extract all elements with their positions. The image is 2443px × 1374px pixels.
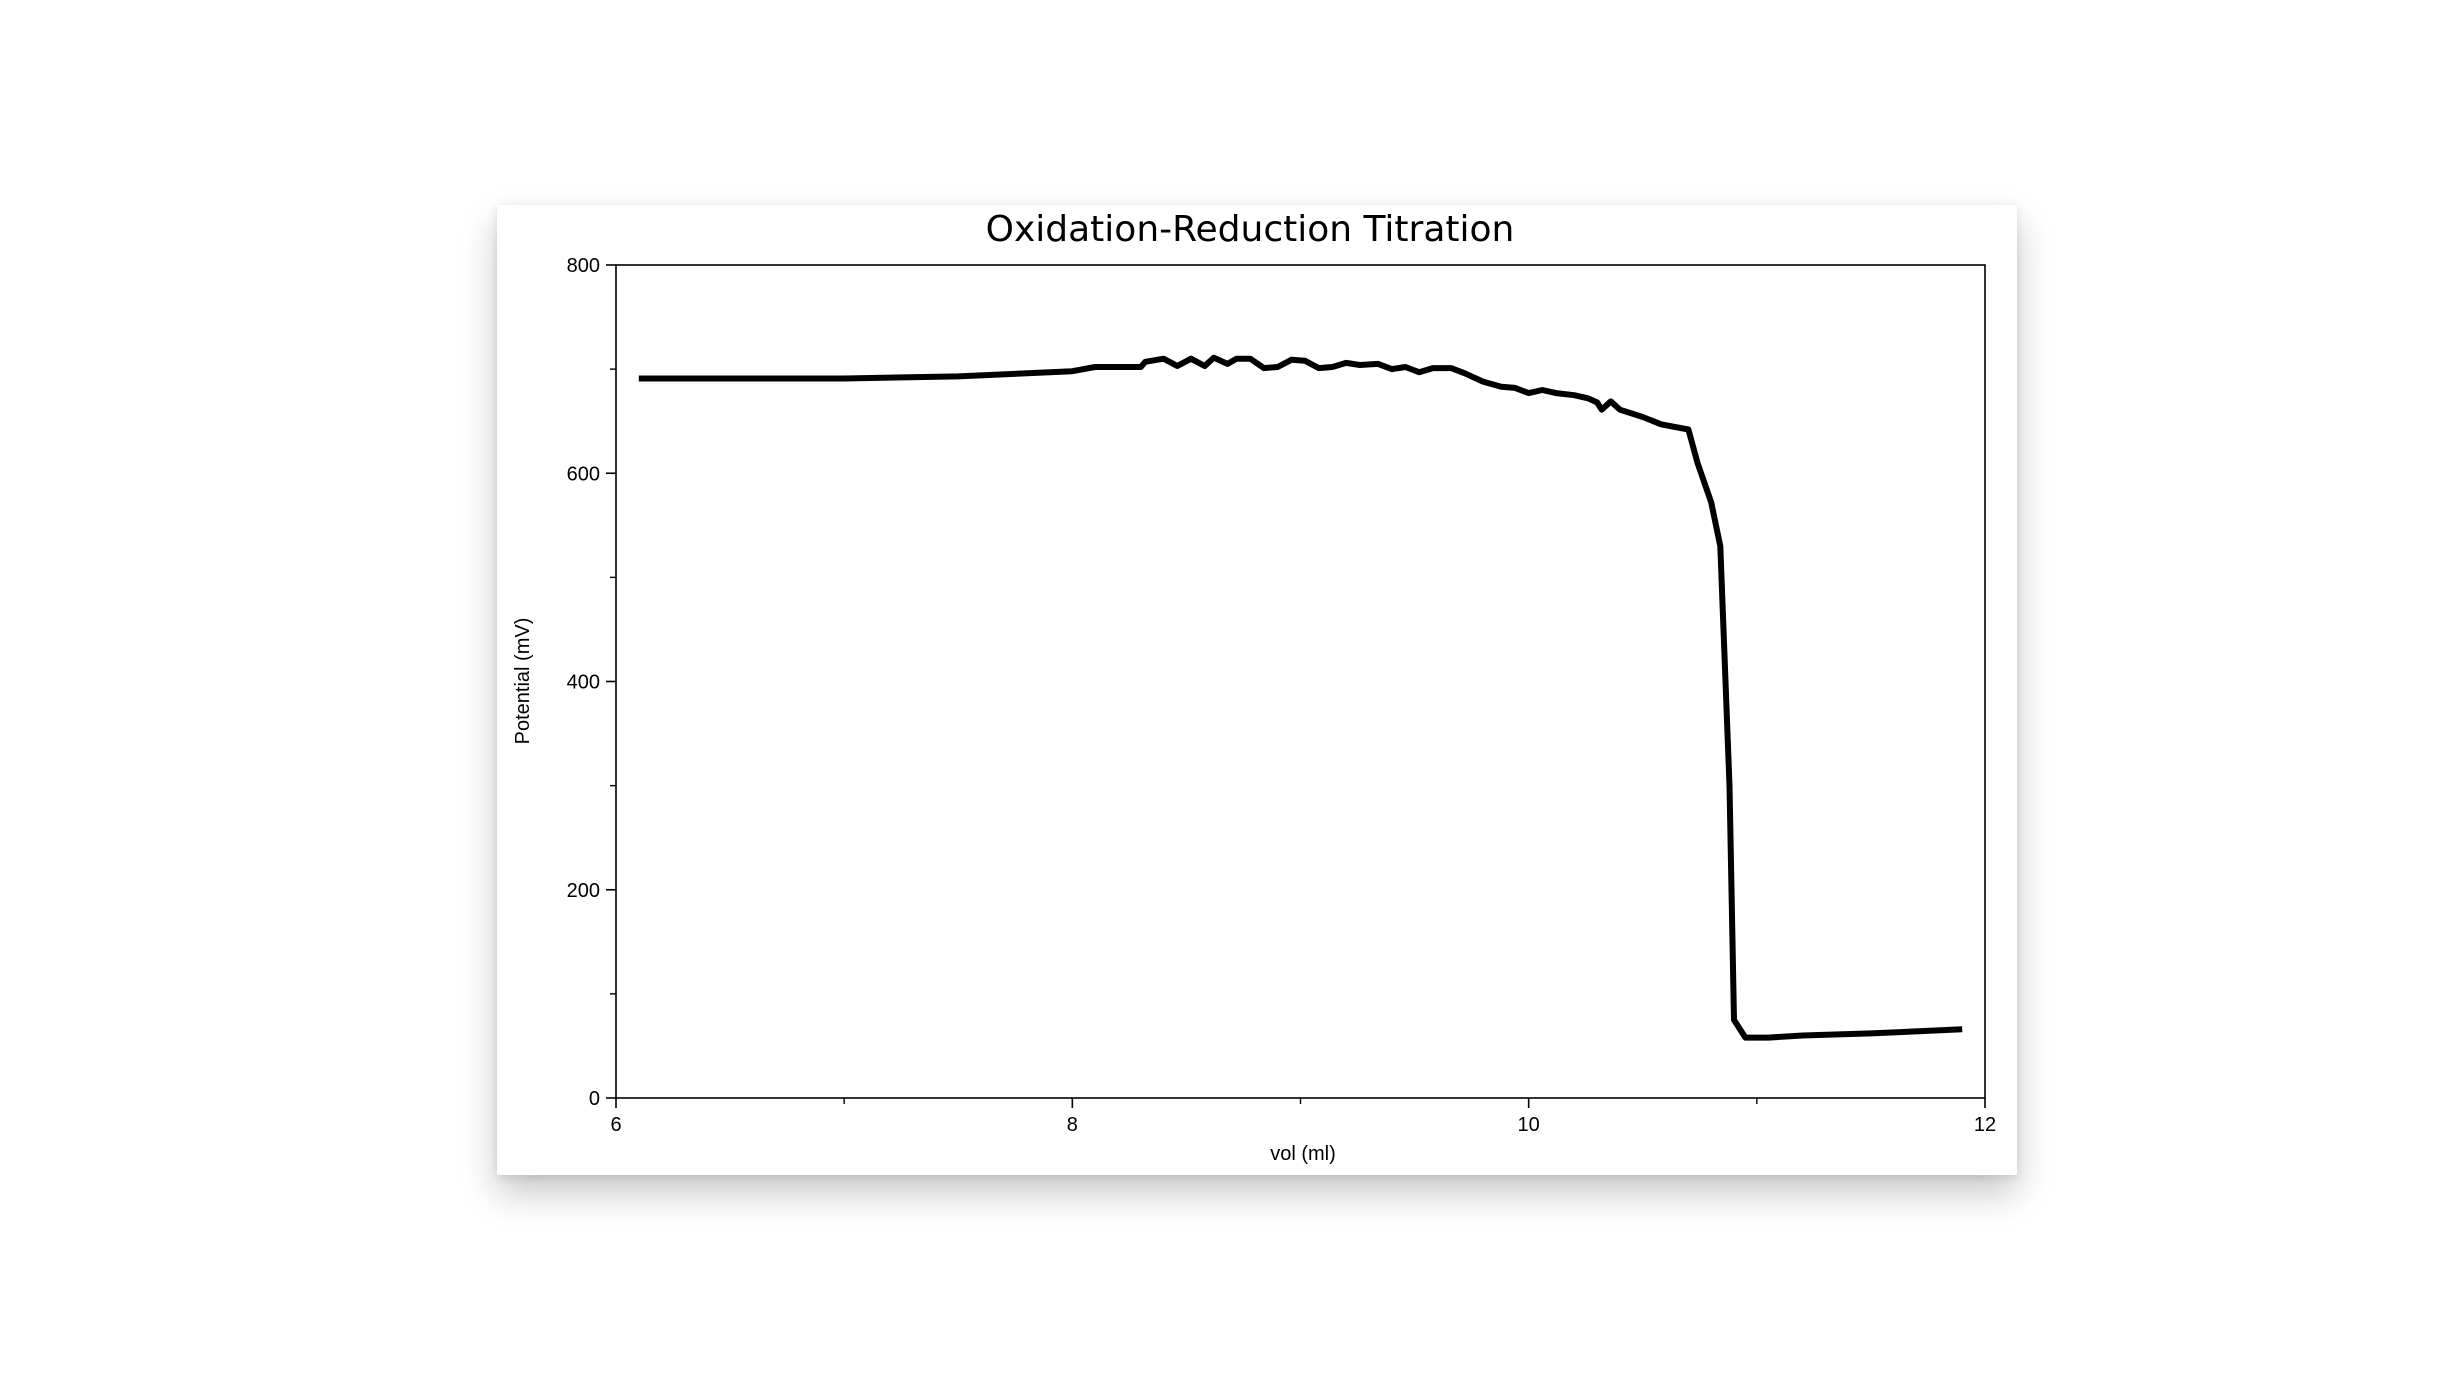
plot-area-frame xyxy=(615,264,1986,1099)
x-axis: 6 8 10 12 xyxy=(610,1098,1996,1136)
x-tick-label: 12 xyxy=(1974,1114,1996,1136)
y-tick-label: 800 xyxy=(567,255,600,277)
x-axis-label: vol (ml) xyxy=(1270,1143,1336,1165)
series-layer xyxy=(638,354,1963,1041)
chart-card: Oxidation-Reduction Titration 0 200 400 600… xyxy=(497,205,2017,1175)
chart-title: Oxidation-Reduction Titration xyxy=(986,209,1515,250)
x-tick-label: 8 xyxy=(1067,1114,1078,1136)
y-tick-label: 600 xyxy=(567,463,600,485)
x-tick-label: 6 xyxy=(610,1114,621,1136)
y-tick-label: 200 xyxy=(567,880,600,902)
y-axis-label: Potential (mV) xyxy=(512,618,534,745)
y-tick-label: 400 xyxy=(567,672,600,694)
chart-svg: Oxidation-Reduction Titration 0 200 400 600… xyxy=(512,209,1996,1165)
y-tick-label: 0 xyxy=(589,1088,600,1110)
series-line-0 xyxy=(638,354,1963,1041)
y-axis: 0 200 400 600 800 xyxy=(567,255,616,1110)
x-tick-label: 10 xyxy=(1518,1114,1540,1136)
